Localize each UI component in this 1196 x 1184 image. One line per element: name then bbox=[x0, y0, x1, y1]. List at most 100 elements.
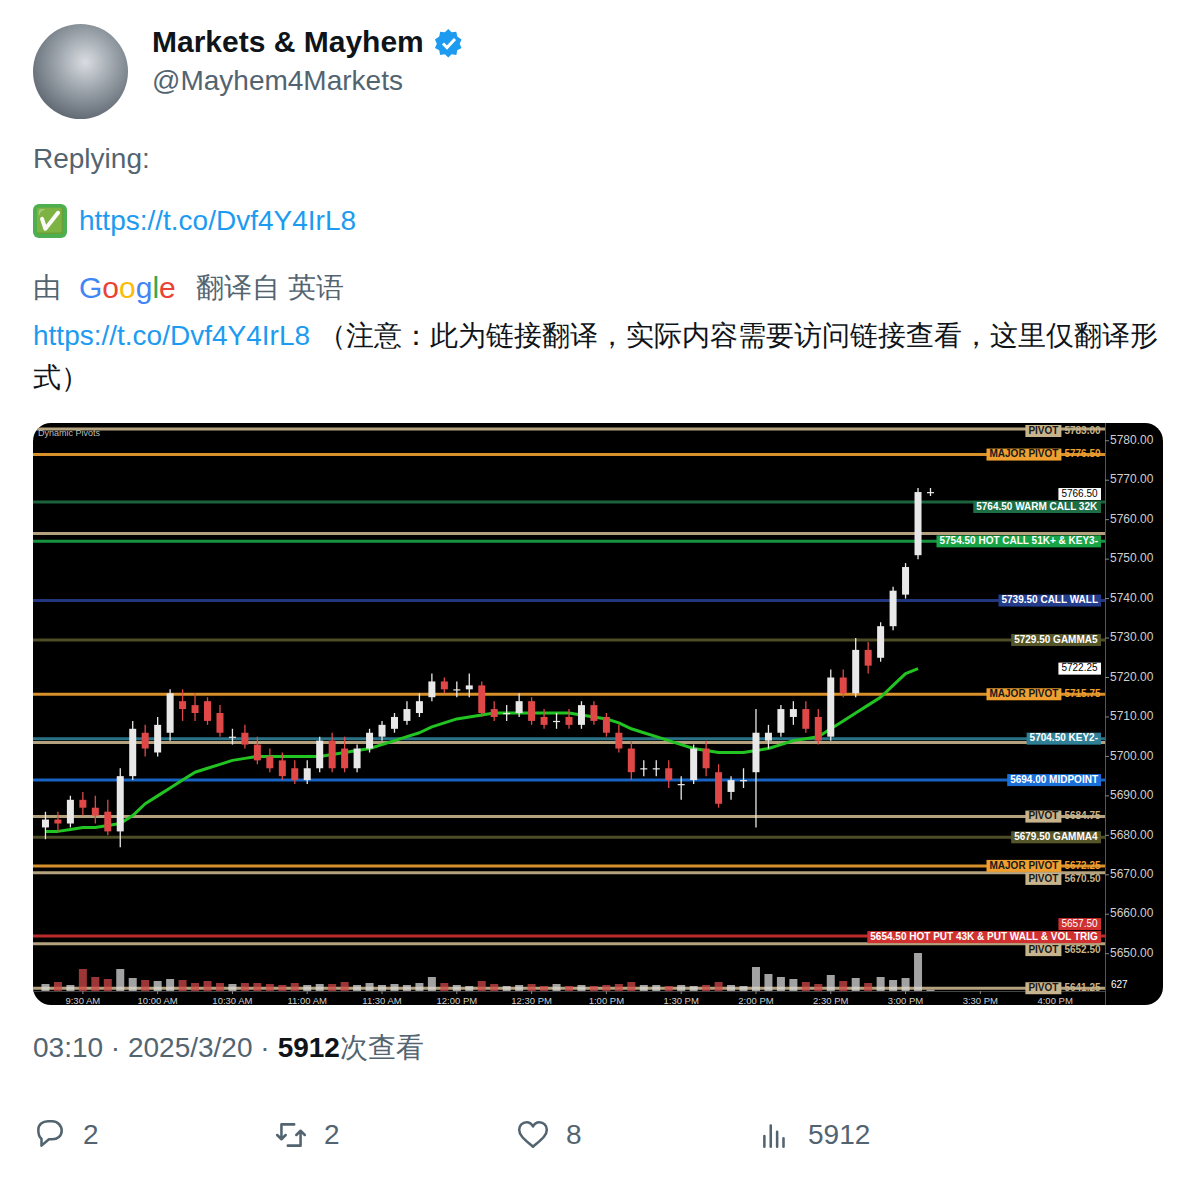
volume-bar bbox=[390, 984, 398, 991]
level-line bbox=[33, 836, 1105, 839]
price-tag: 5722.25 bbox=[1058, 662, 1101, 674]
level-line bbox=[33, 693, 1105, 696]
volume-bar bbox=[665, 986, 673, 991]
volume-bar bbox=[204, 981, 212, 991]
volume-bar bbox=[440, 983, 448, 991]
candle-body bbox=[416, 701, 423, 713]
level-label-text: 5715.75 bbox=[1064, 688, 1101, 699]
level-label-text: PIVOT bbox=[1028, 873, 1058, 884]
level-label-text: PIVOT bbox=[1028, 810, 1058, 821]
level-line bbox=[33, 779, 1105, 782]
body-link[interactable]: https://t.co/Dvf4Y4IrL8 bbox=[79, 203, 356, 239]
volume-bar bbox=[54, 982, 62, 991]
level-label-text: PIVOT bbox=[1028, 944, 1058, 955]
level-badge bbox=[1011, 634, 1101, 646]
check-emoji: ✅ bbox=[33, 204, 67, 238]
candle-wick bbox=[643, 760, 644, 776]
level-label-text: PIVOT bbox=[1028, 425, 1058, 436]
candle-body bbox=[927, 492, 934, 493]
volume-bar bbox=[777, 977, 785, 991]
volume-bar bbox=[627, 982, 635, 991]
volume-bar bbox=[652, 985, 660, 991]
level-badge bbox=[1025, 873, 1061, 885]
candle-body bbox=[441, 681, 448, 689]
volume-bar bbox=[216, 983, 224, 991]
level-badge bbox=[867, 931, 1101, 943]
stat-replies[interactable]: 2 bbox=[33, 1117, 99, 1153]
level-label-text: 5783.00 bbox=[1064, 425, 1101, 436]
candle-body bbox=[852, 650, 859, 693]
candle-body bbox=[553, 721, 560, 722]
stat-icon-path bbox=[519, 1122, 547, 1146]
volume-bar bbox=[266, 984, 274, 991]
candle-body bbox=[665, 768, 672, 780]
author-handle: @Mayhem4Markets bbox=[152, 64, 403, 98]
candle-body bbox=[304, 768, 311, 780]
level-label-text: 5641.25 bbox=[1064, 982, 1101, 993]
level-label-text: MAJOR PIVOT bbox=[990, 860, 1059, 871]
stat-views[interactable]: 5912 bbox=[758, 1117, 870, 1153]
level-labels: PIVOT5783.00MAJOR PIVOT5776.505764.50 WA… bbox=[867, 425, 1101, 995]
candle-body bbox=[765, 733, 772, 741]
y-tick-label: 5670.00 bbox=[1110, 867, 1154, 881]
badge-check bbox=[443, 39, 455, 48]
candle-body bbox=[428, 681, 435, 697]
chart-frame: 5650.005660.005670.005680.005690.005700.… bbox=[33, 423, 1163, 1005]
price-tag-box bbox=[1058, 488, 1101, 500]
candle-wick bbox=[232, 729, 233, 745]
candle-wick bbox=[743, 768, 744, 788]
brand-letter: o bbox=[102, 271, 119, 304]
level-line bbox=[33, 871, 1105, 874]
volume-bar bbox=[565, 986, 573, 991]
level-label-text: 5657.50 bbox=[1061, 918, 1098, 929]
level-label-text: MAJOR PIVOT bbox=[990, 688, 1059, 699]
volume-bar bbox=[914, 953, 922, 991]
volume-bar bbox=[615, 984, 623, 991]
translated-link[interactable]: https://t.co/Dvf4Y4IrL8 bbox=[33, 320, 310, 351]
y-tick bbox=[1105, 914, 1109, 915]
y-tick-label: 5750.00 bbox=[1110, 551, 1154, 565]
volume-bar bbox=[91, 977, 99, 991]
level-label-text: 5694.00 MIDPOINT bbox=[1010, 774, 1098, 785]
level-label-text: 5722.25 bbox=[1061, 662, 1098, 673]
volume-bar bbox=[179, 980, 187, 991]
stat-reposts[interactable]: 2 bbox=[274, 1117, 340, 1153]
y-tick-label: 5760.00 bbox=[1110, 512, 1154, 526]
stat-icon bbox=[274, 1118, 308, 1152]
brand-letter: e bbox=[159, 271, 176, 304]
level-label: MAJOR PIVOT5776.50 bbox=[987, 448, 1101, 460]
candle-body bbox=[640, 768, 647, 769]
level-label-text: 5764.50 WARM CALL 32K bbox=[976, 501, 1098, 512]
x-tick-label: 10:30 AM bbox=[212, 995, 252, 1005]
y-tick-label: 5770.00 bbox=[1110, 472, 1154, 486]
level-label: 5694.00 MIDPOINT bbox=[1007, 774, 1101, 786]
x-tick-label: 12:30 PM bbox=[511, 995, 552, 1005]
candle-body bbox=[192, 705, 199, 713]
volume-bar bbox=[191, 983, 199, 991]
y-tick-label: 5700.00 bbox=[1110, 749, 1154, 763]
volume-bar bbox=[278, 985, 286, 991]
candle-body bbox=[690, 749, 697, 781]
level-line bbox=[33, 500, 1105, 503]
candle-body bbox=[316, 741, 323, 769]
y-tick-label: 5710.00 bbox=[1110, 709, 1154, 723]
volume-last-label: 627 bbox=[1111, 979, 1128, 990]
candle-body bbox=[840, 678, 847, 694]
level-badge bbox=[973, 501, 1101, 513]
y-tick bbox=[1105, 677, 1109, 678]
y-tick-label: 5650.00 bbox=[1110, 946, 1154, 960]
y-axis-line bbox=[1105, 423, 1106, 1005]
volume-bar bbox=[814, 984, 822, 991]
volume-bar bbox=[764, 974, 772, 991]
candle-body bbox=[366, 733, 373, 749]
candle-body bbox=[777, 709, 784, 733]
y-tick-label: 5660.00 bbox=[1110, 906, 1154, 920]
volume-bar bbox=[490, 984, 498, 991]
volume-bar bbox=[465, 986, 473, 991]
level-label-text: 5776.50 bbox=[1064, 448, 1101, 459]
volume-bar bbox=[752, 967, 760, 991]
stat-likes[interactable]: 8 bbox=[516, 1117, 582, 1153]
x-tick-label: 10:00 AM bbox=[138, 995, 178, 1005]
candle-body bbox=[915, 492, 922, 555]
y-tick-label: 5730.00 bbox=[1110, 630, 1154, 644]
